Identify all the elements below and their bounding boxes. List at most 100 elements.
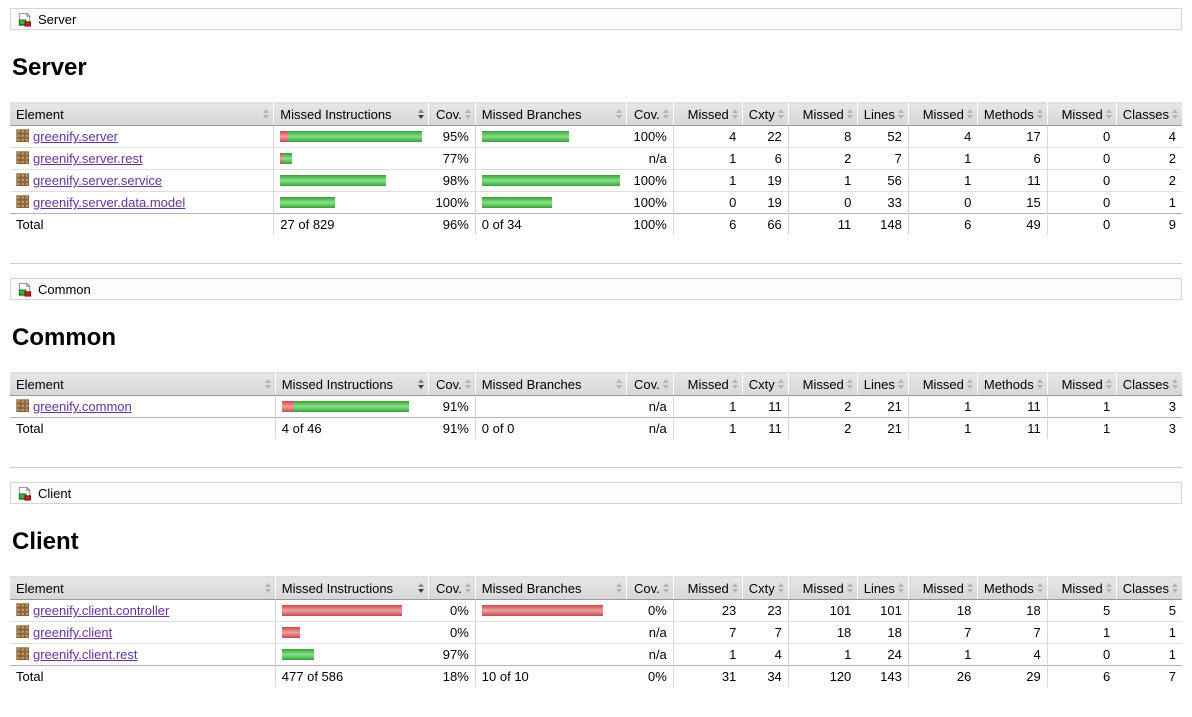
column-header-lines-8[interactable]: Lines	[857, 576, 909, 600]
column-header-element-0[interactable]: Element	[10, 102, 275, 126]
package-link[interactable]: greenify.client	[33, 625, 113, 640]
missed-methods-cell: 1	[907, 147, 978, 170]
element-cell-content: greenify.server.data.model	[16, 194, 267, 211]
missed-classes-cell: 0	[1046, 643, 1117, 666]
column-header-element-0[interactable]: Element	[10, 576, 276, 600]
column-header-missed-7[interactable]: Missed	[788, 102, 858, 126]
branch-coverage-cell: 100%	[626, 191, 674, 214]
sort-arrows-icon	[263, 109, 270, 119]
column-header-missed-5[interactable]: Missed	[673, 102, 743, 126]
package-icon	[16, 172, 30, 189]
sort-arrows-icon	[897, 379, 904, 389]
column-header-missed-7[interactable]: Missed	[788, 576, 858, 600]
lines-cell: 56	[857, 169, 909, 192]
coverage-bar	[481, 131, 621, 142]
column-header-missed-5[interactable]: Missed	[673, 576, 743, 600]
lines-cell: 7	[857, 147, 909, 170]
column-header-cov-4[interactable]: Cov.	[626, 576, 674, 600]
column-header-methods-10[interactable]: Methods	[977, 372, 1048, 396]
column-header-missed-11[interactable]: Missed	[1047, 372, 1117, 396]
methods-cell: 29	[977, 665, 1048, 687]
coverage-report: Server Server Element Missed Instructions…	[10, 8, 1182, 687]
branch-coverage-cell: n/a	[626, 395, 674, 418]
package-link[interactable]: greenify.client.rest	[33, 647, 138, 662]
column-header-cov-2[interactable]: Cov.	[428, 576, 476, 600]
breadcrumb-bar: Server	[10, 8, 1182, 30]
package-icon	[16, 150, 30, 167]
package-link[interactable]: greenify.server	[33, 129, 119, 144]
coverage-bar-cell	[474, 643, 627, 666]
instruction-coverage-cell: 100%	[428, 191, 476, 214]
table-row: greenify.server.data.model 100% 100% 0 19 0 33…	[10, 191, 1182, 214]
column-header-missed-instructions-1[interactable]: Missed Instructions	[275, 372, 429, 396]
column-header-cxty-6[interactable]: Cxty	[742, 576, 789, 600]
column-label: Cxty	[748, 376, 775, 392]
coverage-bar-cell	[474, 125, 627, 148]
coverage-bar-cell	[273, 147, 429, 170]
lines-cell: 148	[857, 213, 909, 235]
column-header-cov-4[interactable]: Cov.	[626, 102, 674, 126]
table-row: greenify.client.rest 97% n/a 1 4 1 24 1 4 0 1	[10, 643, 1182, 666]
column-header-classes-12[interactable]: Classes	[1116, 576, 1182, 600]
package-link[interactable]: greenify.client.controller	[33, 603, 170, 618]
methods-cell: 11	[977, 395, 1048, 418]
package-icon	[16, 646, 30, 663]
column-header-missed-instructions-1[interactable]: Missed Instructions	[273, 102, 429, 126]
column-label: Missed	[1061, 376, 1103, 392]
total-label: Total	[16, 217, 44, 232]
column-header-lines-8[interactable]: Lines	[857, 372, 909, 396]
column-header-missed-branches-3[interactable]: Missed Branches	[475, 372, 627, 396]
covered-bar-segment	[481, 131, 569, 142]
column-header-methods-10[interactable]: Methods	[977, 576, 1048, 600]
column-header-missed-branches-3[interactable]: Missed Branches	[475, 576, 627, 600]
column-header-cov-2[interactable]: Cov.	[428, 372, 476, 396]
lines-cell: 52	[857, 125, 909, 148]
coverage-bar-cell	[474, 621, 627, 644]
column-label: Missed	[922, 580, 964, 596]
column-header-classes-12[interactable]: Classes	[1116, 372, 1182, 396]
column-header-missed-11[interactable]: Missed	[1047, 576, 1117, 600]
column-header-missed-branches-3[interactable]: Missed Branches	[475, 102, 627, 126]
column-header-missed-5[interactable]: Missed	[673, 372, 743, 396]
lines-cell: 143	[857, 665, 909, 687]
missed-lines-cell: 11	[787, 213, 858, 235]
missed-lines-cell: 8	[787, 125, 858, 148]
element-cell-content: greenify.client	[16, 624, 269, 641]
missed-lines-cell: 1	[787, 169, 858, 192]
column-header-cov-4[interactable]: Cov.	[626, 372, 674, 396]
column-header-lines-8[interactable]: Lines	[857, 102, 909, 126]
methods-cell: 18	[977, 599, 1048, 622]
column-header-missed-9[interactable]: Missed	[908, 102, 978, 126]
column-header-missed-instructions-1[interactable]: Missed Instructions	[275, 576, 429, 600]
column-header-methods-10[interactable]: Methods	[977, 102, 1048, 126]
package-link[interactable]: greenify.server.rest	[33, 151, 143, 166]
package-link[interactable]: greenify.common	[33, 399, 132, 414]
column-header-missed-9[interactable]: Missed	[908, 576, 978, 600]
sort-arrows-icon	[615, 379, 622, 389]
column-header-element-0[interactable]: Element	[10, 372, 276, 396]
classes-cell: 4	[1116, 125, 1182, 148]
package-link[interactable]: greenify.server.service	[33, 173, 163, 188]
breadcrumb-label: Client	[38, 485, 72, 501]
element-cell: greenify.server.data.model	[10, 191, 274, 214]
coverage-bar-cell	[274, 621, 429, 644]
sort-arrows-icon	[777, 583, 784, 593]
column-header-classes-12[interactable]: Classes	[1116, 102, 1182, 126]
column-header-content: Missed Instructions	[274, 105, 428, 124]
column-header-missed-7[interactable]: Missed	[788, 372, 858, 396]
instruction-coverage-cell: 97%	[428, 643, 476, 666]
column-header-cov-2[interactable]: Cov.	[428, 102, 476, 126]
missed-lines-cell: 0	[787, 191, 858, 214]
branch-coverage-cell: 100%	[626, 169, 674, 192]
column-header-missed-9[interactable]: Missed	[908, 372, 978, 396]
cxty-cell: 6	[742, 147, 789, 170]
coverage-bar-cell: 0 of 0	[474, 417, 627, 439]
column-header-cxty-6[interactable]: Cxty	[742, 102, 789, 126]
cxty-cell: 11	[742, 395, 789, 418]
column-header-content: Missed	[909, 579, 977, 598]
column-header-cxty-6[interactable]: Cxty	[742, 372, 789, 396]
missed-cxty-cell: 1	[672, 417, 743, 439]
total-label: Total	[16, 421, 44, 436]
column-header-missed-11[interactable]: Missed	[1047, 102, 1117, 126]
package-link[interactable]: greenify.server.data.model	[33, 195, 186, 210]
